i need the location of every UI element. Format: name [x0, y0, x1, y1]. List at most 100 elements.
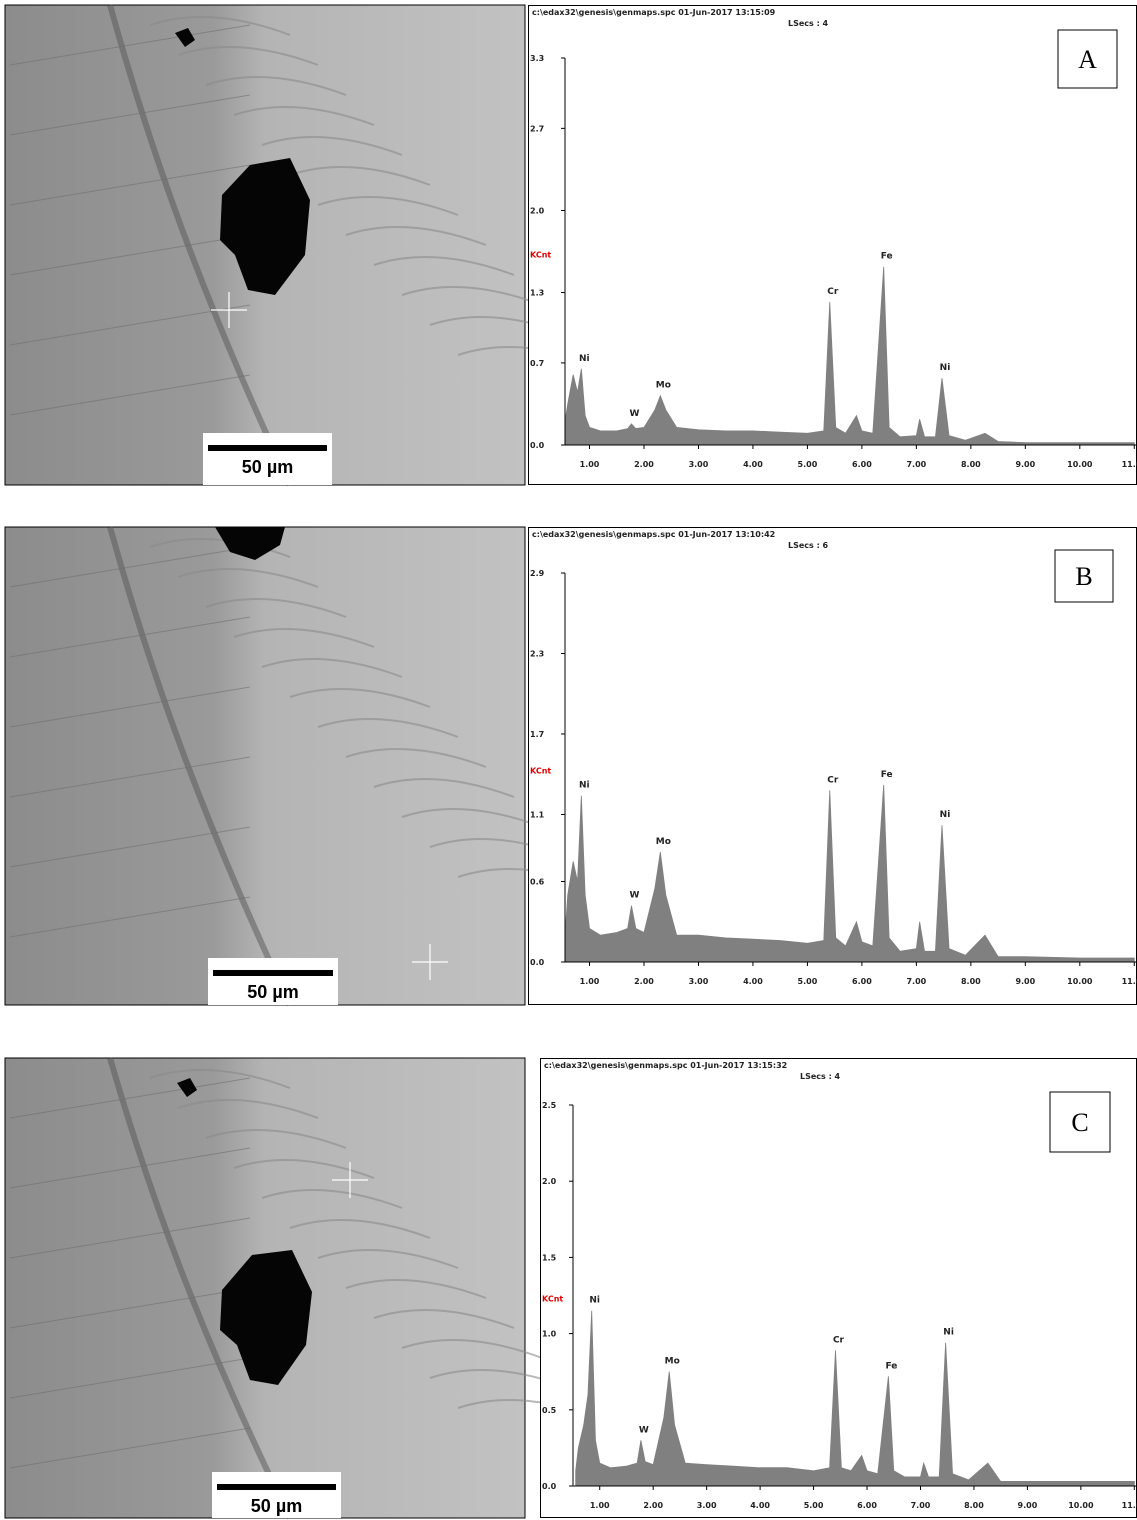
- peak-label: Fe: [881, 252, 893, 262]
- spectrum-header: c:\edax32\genesis\genmaps.spc 01-Jun-201…: [532, 8, 776, 17]
- texture: [317, 196, 459, 216]
- x-tick-label: 6.00: [852, 460, 872, 469]
- scratch: [9, 374, 251, 416]
- pore: [220, 1250, 312, 1385]
- y-tick-label: 1.7: [530, 730, 544, 739]
- scale-bar-label: 50 µm: [251, 1496, 302, 1516]
- scratch: [9, 234, 251, 276]
- x-tick-label: 6.00: [852, 977, 872, 986]
- texture: [373, 256, 515, 276]
- x-tick-label: 5.00: [804, 1501, 824, 1510]
- texture: [373, 778, 515, 798]
- peak-label: W: [629, 891, 639, 901]
- y-tick-label: 2.3: [530, 649, 544, 658]
- scratch: [9, 94, 251, 136]
- texture: [317, 718, 459, 738]
- y-tick-label: 1.0: [542, 1330, 557, 1339]
- crosshair: [332, 1162, 368, 1198]
- scratch: [9, 756, 251, 798]
- x-tick-label: 1.00: [580, 977, 600, 986]
- texture: [205, 76, 347, 96]
- texture: [345, 226, 487, 246]
- scale-bar-box: [212, 1472, 341, 1518]
- y-tick-label: 2.5: [542, 1101, 557, 1110]
- scratch: [9, 1217, 251, 1259]
- scratch: [9, 164, 251, 206]
- peak-label: W: [639, 1425, 649, 1435]
- spectrum-header: c:\edax32\genesis\genmaps.spc 01-Jun-201…: [532, 530, 775, 539]
- peak-label: Fe: [881, 770, 893, 780]
- panel-label-box: [1057, 29, 1118, 89]
- x-tick-label: 1.00: [580, 460, 600, 469]
- x-tick-label: 3.00: [689, 460, 709, 469]
- x-tick-label: 2.00: [643, 1501, 663, 1510]
- x-tick-label: 4.00: [743, 977, 763, 986]
- x-tick-label: 9.00: [1015, 460, 1035, 469]
- y-tick-label: 0.0: [530, 958, 545, 967]
- y-tick-label: 0.5: [542, 1406, 557, 1415]
- x-tick-label: 10.00: [1067, 460, 1093, 469]
- pore: [215, 527, 285, 560]
- y-tick-label: 3.3: [530, 54, 544, 63]
- texture: [401, 286, 543, 306]
- scratch: [9, 826, 251, 868]
- texture: [401, 1339, 543, 1359]
- y-tick-label: 2.0: [542, 1177, 557, 1186]
- peak-label: Ni: [940, 810, 951, 820]
- y-tick-label: 1.5: [542, 1253, 557, 1262]
- x-tick-label: 2.00: [634, 977, 654, 986]
- peak-label: Cr: [833, 1335, 845, 1345]
- spectrum-area: [564, 784, 1135, 963]
- y-tick-label: 0.6: [530, 878, 545, 887]
- x-tick-label: 5.00: [798, 977, 818, 986]
- texture: [401, 808, 543, 828]
- spectrum-header: c:\edax32\genesis\genmaps.spc 01-Jun-201…: [544, 1061, 787, 1070]
- scratch: [9, 304, 251, 346]
- scratch: [9, 1147, 251, 1189]
- x-tick-label: 9.00: [1018, 1501, 1038, 1510]
- crosshair: [412, 944, 448, 980]
- x-tick-label: 4.00: [750, 1501, 770, 1510]
- x-tick-label: 3.00: [697, 1501, 717, 1510]
- x-tick-label: 8.00: [964, 1501, 984, 1510]
- x-tick-label: 5.00: [798, 460, 818, 469]
- y-axis-label: KCnt: [542, 1295, 563, 1304]
- x-tick-label: 4.00: [743, 460, 763, 469]
- crosshair: [211, 292, 247, 328]
- panel-label: C: [1071, 1108, 1088, 1137]
- peak-label: Mo: [656, 381, 671, 391]
- peak-label: Ni: [940, 363, 951, 373]
- y-tick-label: 0.0: [530, 441, 545, 450]
- texture: [261, 1189, 403, 1209]
- scratch: [9, 546, 251, 588]
- x-tick-label: 7.00: [911, 1501, 931, 1510]
- scratch: [9, 896, 251, 938]
- peak-label: Ni: [579, 781, 590, 791]
- pore: [220, 158, 310, 295]
- texture: [233, 628, 375, 648]
- peak-label: Ni: [589, 1296, 600, 1306]
- texture: [345, 748, 487, 768]
- x-tick-label: 6.00: [857, 1501, 877, 1510]
- y-axis-label: KCnt: [530, 767, 551, 776]
- grain-boundary: [107, 526, 293, 1007]
- x-tick-label: 10.00: [1067, 977, 1093, 986]
- y-tick-label: 2.7: [530, 124, 544, 133]
- x-tick-label: 11.00: [1122, 460, 1137, 469]
- scratch: [9, 1357, 251, 1399]
- peak-label: Ni: [943, 1328, 954, 1338]
- texture: [261, 658, 403, 678]
- texture: [205, 598, 347, 618]
- x-tick-label: 11.00: [1122, 977, 1137, 986]
- panel-label-box: [1049, 1091, 1111, 1153]
- panel-label: A: [1078, 45, 1097, 74]
- grain-boundary: [107, 4, 293, 487]
- texture: [289, 688, 431, 708]
- peak-label: Cr: [827, 775, 839, 785]
- texture: [261, 136, 403, 156]
- y-tick-label: 2.9: [530, 569, 545, 578]
- peak-label: Mo: [665, 1357, 680, 1367]
- panel-label: B: [1075, 562, 1092, 591]
- y-tick-label: 0.0: [542, 1482, 557, 1491]
